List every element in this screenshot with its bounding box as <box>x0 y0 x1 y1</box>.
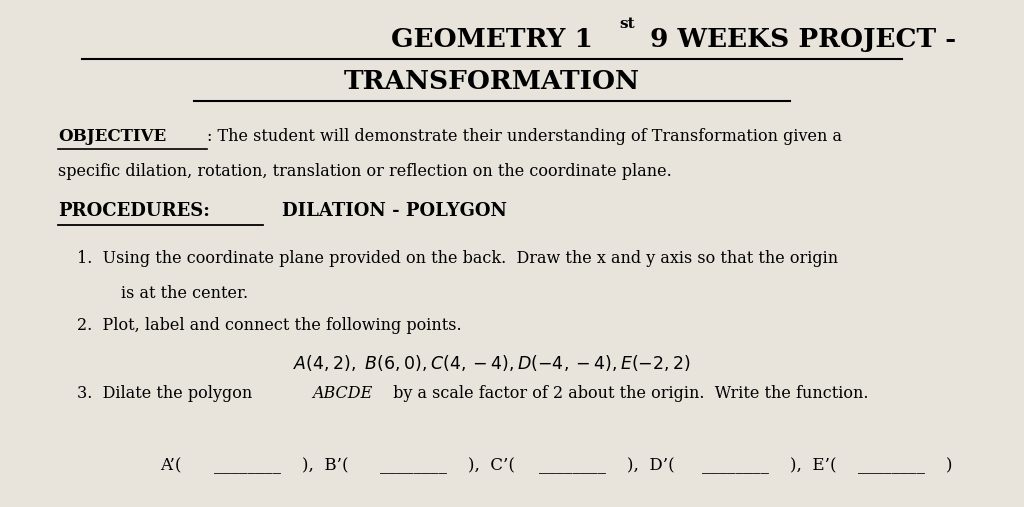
Text: 1.  Using the coordinate plane provided on the back.  Draw the x and y axis so t: 1. Using the coordinate plane provided o… <box>78 250 839 267</box>
Text: by a scale factor of 2 about the origin.  Write the function.: by a scale factor of 2 about the origin.… <box>388 385 868 402</box>
Text: ),  B’(: ), B’( <box>302 457 348 474</box>
Text: 2.  Plot, label and connect the following points.: 2. Plot, label and connect the following… <box>78 317 462 334</box>
Text: ABCDE: ABCDE <box>312 385 373 402</box>
Text: GEOMETRY 1: GEOMETRY 1 <box>391 26 593 52</box>
Text: ________: ________ <box>701 457 769 474</box>
Text: ): ) <box>946 457 952 474</box>
Text: $\mathit{A}(4,2),\ \mathit{B}(6,0), \mathit{C}(4,-4), \mathit{D}(-4,-4), \mathit: $\mathit{A}(4,2),\ \mathit{B}(6,0), \mat… <box>293 353 691 373</box>
Text: 9 WEEKS PROJECT -: 9 WEEKS PROJECT - <box>641 26 956 52</box>
Text: ),  E’(: ), E’( <box>790 457 837 474</box>
Text: ),  C’(: ), C’( <box>468 457 515 474</box>
Text: ________: ________ <box>539 457 606 474</box>
Text: st: st <box>618 17 635 31</box>
Text: ________: ________ <box>214 457 281 474</box>
Text: TRANSFORMATION: TRANSFORMATION <box>344 69 640 94</box>
Text: : The student will demonstrate their understanding of Transformation given a: : The student will demonstrate their und… <box>207 128 842 145</box>
Text: ),  D’(: ), D’( <box>627 457 675 474</box>
Text: A’(: A’( <box>161 457 181 474</box>
Text: ________: ________ <box>380 457 446 474</box>
Text: PROCEDURES:: PROCEDURES: <box>57 202 210 220</box>
Text: ________: ________ <box>858 457 925 474</box>
Text: specific dilation, rotation, translation or reflection on the coordinate plane.: specific dilation, rotation, translation… <box>57 163 672 179</box>
Text: OBJECTIVE: OBJECTIVE <box>57 128 166 145</box>
Text: DILATION - POLYGON: DILATION - POLYGON <box>283 202 507 220</box>
Text: 3.  Dilate the polygon: 3. Dilate the polygon <box>78 385 258 402</box>
Text: is at the center.: is at the center. <box>121 285 249 302</box>
